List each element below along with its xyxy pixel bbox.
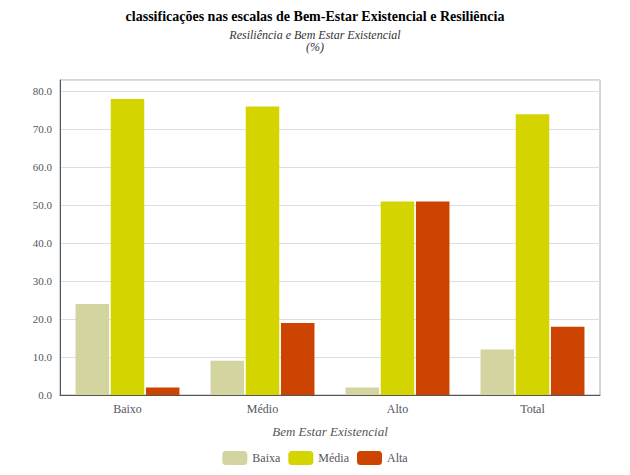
svg-text:Alta: Alta [387,451,408,465]
svg-text:classificações nas escalas de: classificações nas escalas de Bem-Estar … [126,9,505,24]
svg-text:80.0: 80.0 [33,85,53,97]
svg-text:50.0: 50.0 [33,199,53,211]
svg-text:Resiliência e Bem Estar Existe: Resiliência e Bem Estar Existencial [229,28,401,42]
svg-text:Alto: Alto [387,402,408,416]
svg-text:0.0: 0.0 [38,389,52,401]
svg-text:70.0: 70.0 [33,123,53,135]
svg-text:(%): (%) [306,40,324,54]
svg-text:Baixo: Baixo [113,402,142,416]
svg-text:Baixa: Baixa [252,451,281,465]
svg-text:30.0: 30.0 [33,275,53,287]
svg-text:Médio: Médio [247,402,278,416]
svg-text:Média: Média [318,451,349,465]
svg-text:Bem Estar Existencial: Bem Estar Existencial [272,424,388,439]
svg-text:40.0: 40.0 [33,237,53,249]
svg-text:Total: Total [520,402,545,416]
svg-text:60.0: 60.0 [33,161,53,173]
svg-text:20.0: 20.0 [33,313,53,325]
svg-text:10.0: 10.0 [33,351,53,363]
